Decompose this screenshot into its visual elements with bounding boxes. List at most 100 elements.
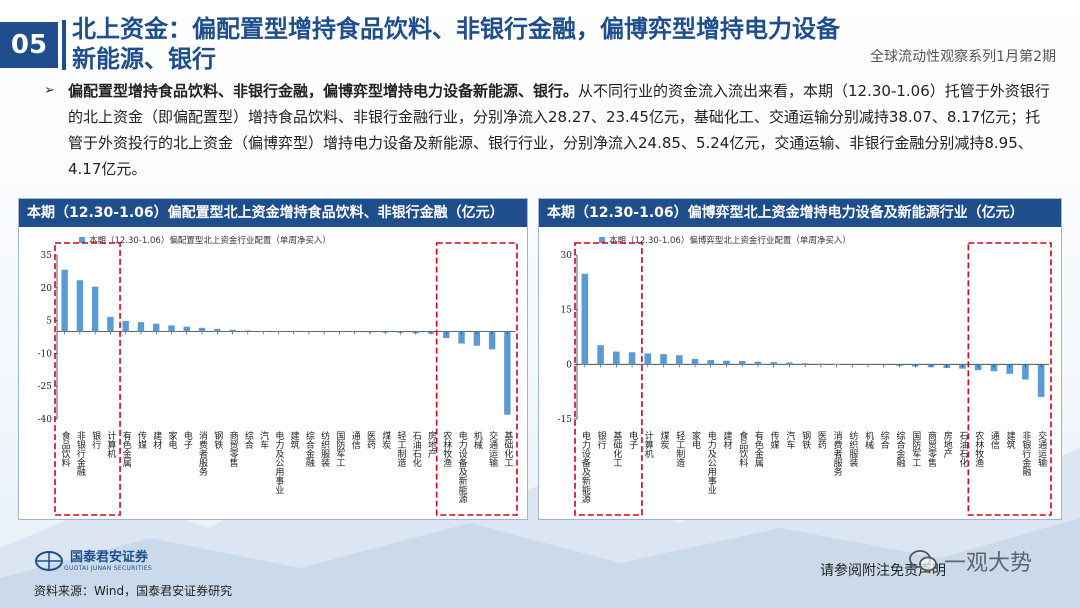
bar-29 bbox=[1022, 364, 1029, 380]
bar-8 bbox=[691, 358, 699, 365]
x-category-label: 纺织服装 bbox=[319, 430, 330, 468]
chart-title-speculative: 本期（12.30-1.06）偏博弈型北上资金增持电力设备及新能源行业（亿元） bbox=[539, 199, 1061, 227]
x-category-label: 家电 bbox=[167, 430, 178, 449]
x-category-label: 计算机 bbox=[105, 430, 116, 459]
x-category-label: 银行 bbox=[596, 430, 607, 450]
bar-6 bbox=[137, 322, 145, 332]
bar-14 bbox=[259, 330, 267, 332]
highlight-box-2 bbox=[967, 242, 1052, 516]
x-category-label: 机械 bbox=[472, 430, 483, 450]
x-category-label: 家电 bbox=[690, 430, 701, 449]
bar-10 bbox=[198, 327, 206, 332]
x-category-label: 交通运输 bbox=[487, 430, 498, 468]
bar-26 bbox=[443, 331, 450, 339]
bar-2 bbox=[76, 280, 84, 332]
bar-16 bbox=[817, 363, 825, 365]
x-category-label: 石油石化 bbox=[411, 431, 422, 468]
x-category-label: 建筑 bbox=[1005, 430, 1016, 450]
highlight-box-1 bbox=[54, 242, 121, 516]
x-category-label: 基础化工 bbox=[502, 430, 513, 467]
title-accent-bar bbox=[62, 20, 66, 70]
y-tick-label: -10 bbox=[38, 349, 53, 359]
page-title: 北上资金：偏配置型增持食品饮料、非银行金融，偏博弈型增持电力设备新能源、银行 bbox=[72, 15, 840, 73]
x-category-label: 商贸零售 bbox=[228, 430, 239, 468]
x-category-label: 基础化工 bbox=[611, 430, 622, 467]
chart-panel-allocation: 本期（12.30-1.06）偏配置型北上资金增持食品饮料、非银行金融（亿元） 本… bbox=[18, 198, 528, 520]
bar-14 bbox=[786, 362, 793, 365]
bar-27 bbox=[990, 364, 998, 372]
summary-lead: 偏配置型增持食品饮料、非银行金融，偏博弈型增持电力设备新能源、银行。 bbox=[68, 82, 579, 100]
legend-label: 本期（12.30-1.06）偏博弈型北上资金行业配置（单周净买入） bbox=[609, 235, 851, 246]
x-category-label: 食品饮料 bbox=[60, 430, 70, 468]
x-category-label: 消费者服务 bbox=[197, 430, 208, 477]
x-category-label: 电子 bbox=[627, 430, 638, 449]
disclaimer-link[interactable]: 请参阅附注免责声明 bbox=[820, 563, 946, 579]
section-number-badge: 05 bbox=[0, 22, 58, 68]
bar-27 bbox=[458, 331, 465, 344]
y-tick-label: -25 bbox=[38, 382, 53, 392]
chart-title-allocation: 本期（12.30-1.06）偏配置型北上资金增持食品饮料、非银行金融（亿元） bbox=[19, 199, 527, 227]
logo-globe-icon bbox=[35, 551, 63, 571]
x-category-label: 综合 bbox=[879, 430, 890, 450]
x-category-label: 汽车 bbox=[784, 430, 795, 450]
x-category-label: 建材 bbox=[721, 430, 732, 449]
x-category-label: 电力设备及新能源 bbox=[457, 430, 468, 504]
bar-7 bbox=[153, 323, 160, 332]
x-category-label: 钢铁 bbox=[212, 430, 223, 450]
x-category-label: 通信 bbox=[350, 431, 361, 450]
x-category-label: 电力及公用事业 bbox=[706, 430, 717, 494]
wechat-watermark: 一观大势 bbox=[908, 545, 1032, 577]
x-category-label: 医药 bbox=[365, 431, 376, 450]
bar-30 bbox=[504, 331, 511, 415]
x-category-label: 综合 bbox=[243, 430, 254, 450]
bar-12 bbox=[229, 329, 236, 332]
bar-11 bbox=[738, 361, 746, 365]
bar-28 bbox=[473, 331, 481, 346]
y-tick-label: -40 bbox=[38, 415, 53, 425]
bar-1 bbox=[581, 273, 589, 365]
bar-2 bbox=[597, 345, 604, 365]
legend-swatch bbox=[79, 237, 85, 243]
x-category-label: 计算机 bbox=[643, 430, 654, 459]
x-category-label: 商贸零售 bbox=[926, 430, 937, 468]
x-category-label: 轻工制造 bbox=[396, 430, 407, 468]
x-category-label: 房地产 bbox=[426, 430, 437, 459]
y-tick-label: 20 bbox=[41, 284, 53, 294]
y-tick-label: 0 bbox=[566, 360, 572, 370]
x-category-label: 交通运输 bbox=[1036, 430, 1047, 468]
bar-1 bbox=[61, 269, 68, 332]
bar-6 bbox=[660, 354, 667, 365]
x-category-label: 建筑 bbox=[289, 430, 300, 450]
bar-9 bbox=[183, 326, 190, 332]
bar-5 bbox=[122, 321, 129, 332]
bar-15 bbox=[275, 331, 282, 332]
x-category-label: 非银行金融 bbox=[1020, 430, 1031, 477]
bar-8 bbox=[168, 325, 175, 332]
bar-4 bbox=[628, 352, 636, 365]
x-category-label: 电子 bbox=[182, 430, 193, 449]
bar-11 bbox=[214, 328, 221, 332]
summary-paragraph: ➢ 偏配置型增持食品饮料、非银行金融，偏博弈型增持电力设备新能源、银行。从不同行… bbox=[44, 78, 1054, 182]
y-tick-label: -15 bbox=[558, 415, 573, 425]
x-category-label: 通信 bbox=[989, 431, 1000, 450]
x-category-label: 传媒 bbox=[769, 430, 780, 450]
y-tick-label: 30 bbox=[561, 251, 573, 261]
x-category-label: 传媒 bbox=[136, 430, 147, 450]
bar-7 bbox=[675, 355, 683, 365]
x-category-label: 国防军工 bbox=[334, 431, 345, 467]
allocation-bar-chart: 本期（12.30-1.06）偏配置型北上资金行业配置（单周净买入） 35 20 5 -1… bbox=[38, 235, 518, 516]
x-category-label: 农林牧渔 bbox=[973, 430, 984, 467]
x-category-label: 医药 bbox=[816, 431, 827, 450]
x-category-label: 国防军工 bbox=[910, 431, 921, 467]
x-category-label: 建材 bbox=[151, 430, 162, 449]
logo-company-name: 国泰君安证券 bbox=[70, 549, 149, 565]
x-category-label: 非银行金融 bbox=[75, 430, 86, 477]
bar-12 bbox=[754, 361, 762, 365]
summary-body: 从不同行业的资金流入流出来看，本期（12.30-1.06）托管于外资银行的北上资… bbox=[68, 82, 1050, 178]
y-tick-label: 35 bbox=[41, 251, 53, 261]
report-series-subtitle: 全球流动性观察系列1月第2期 bbox=[870, 49, 1056, 65]
bar-3 bbox=[91, 286, 99, 332]
chart-panel-speculative: 本期（12.30-1.06）偏博弈型北上资金增持电力设备及新能源行业（亿元） 本… bbox=[538, 198, 1062, 520]
bar-3 bbox=[613, 351, 620, 365]
legend-swatch bbox=[599, 237, 605, 243]
